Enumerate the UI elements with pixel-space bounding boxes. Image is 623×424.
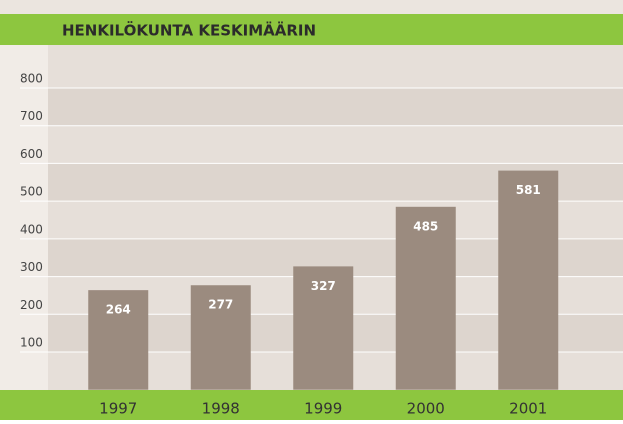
bar: [293, 266, 354, 390]
y-tick-label: 200: [20, 298, 43, 312]
y-tick-label: 500: [20, 185, 43, 199]
y-tick-label: 600: [20, 147, 43, 161]
value-label: 581: [516, 183, 541, 197]
x-tick-label: 1998: [202, 400, 240, 418]
y-tick-label: 400: [20, 222, 43, 236]
value-label: 485: [413, 219, 438, 233]
y-tick-label: 800: [20, 72, 43, 86]
bar: [190, 285, 251, 390]
title-band: [0, 14, 623, 45]
y-tick-label: 300: [20, 260, 43, 274]
axis-band: [0, 390, 623, 420]
bar: [395, 206, 456, 390]
value-label: 277: [208, 298, 233, 312]
bar: [498, 170, 559, 390]
y-tick-label: 100: [20, 335, 43, 349]
bar: [88, 290, 149, 390]
y-tick-label: 700: [20, 109, 43, 123]
top-strip: [0, 0, 623, 14]
grid-stripe: [48, 88, 623, 126]
x-tick-label: 1999: [304, 400, 342, 418]
x-tick-label: 1997: [99, 400, 137, 418]
value-label: 264: [106, 303, 131, 317]
x-tick-label: 2000: [407, 400, 445, 418]
value-label: 327: [311, 279, 336, 293]
chart-title: HENKILÖKUNTA KESKIMÄÄRIN: [62, 21, 316, 40]
x-tick-label: 2001: [509, 400, 547, 418]
